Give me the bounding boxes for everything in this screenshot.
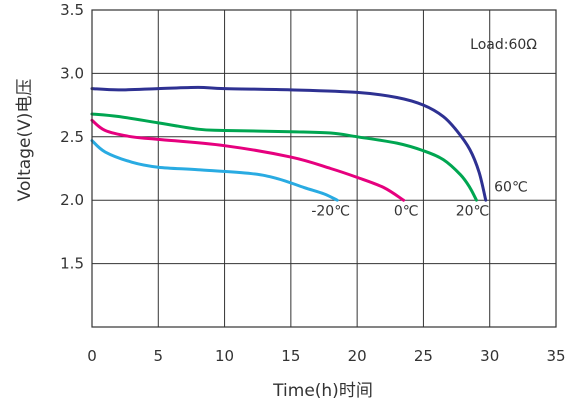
curve-label: 20℃: [456, 203, 490, 219]
load-annotation: Load:60Ω: [470, 37, 537, 53]
x-tick-label: 20: [348, 347, 367, 365]
y-axis-title: Voltage(V)电压: [15, 79, 35, 202]
curve-label: 0℃: [394, 203, 419, 219]
series-line-0: [90, 118, 406, 202]
x-tick-label: 25: [414, 347, 433, 365]
x-tick-label: 30: [480, 347, 499, 365]
label-layer: -20℃ 0℃ 20℃60℃: [311, 179, 527, 219]
y-tick-label: 2.5: [60, 128, 84, 146]
frame-layer: [91, 9, 557, 328]
x-tick-label: 5: [154, 347, 164, 365]
y-tick-label: 3.0: [60, 64, 84, 82]
grid-layer: [92, 10, 556, 327]
curve-label: 60℃: [494, 179, 528, 195]
y-tick-label: 3.5: [60, 1, 84, 19]
series-line-minus20: [90, 139, 339, 202]
plot-frame: [91, 9, 557, 328]
tick-layer: 0 5 10 15 20 25 30 35 1.5 2.0 2.5 3.0 3.5: [60, 1, 565, 365]
series-line-20: [90, 112, 478, 202]
series-layer: [90, 85, 488, 202]
x-tick-label: 10: [215, 347, 234, 365]
x-tick-label: 15: [281, 347, 300, 365]
y-tick-label: 1.5: [60, 255, 84, 273]
x-axis-title: Time(h)时间: [272, 381, 373, 401]
x-tick-label: 35: [546, 347, 565, 365]
x-tick-label: 0: [87, 347, 97, 365]
y-tick-label: 2.0: [60, 191, 84, 209]
curve-label: -20℃: [311, 203, 350, 219]
series-line-60: [90, 85, 488, 202]
